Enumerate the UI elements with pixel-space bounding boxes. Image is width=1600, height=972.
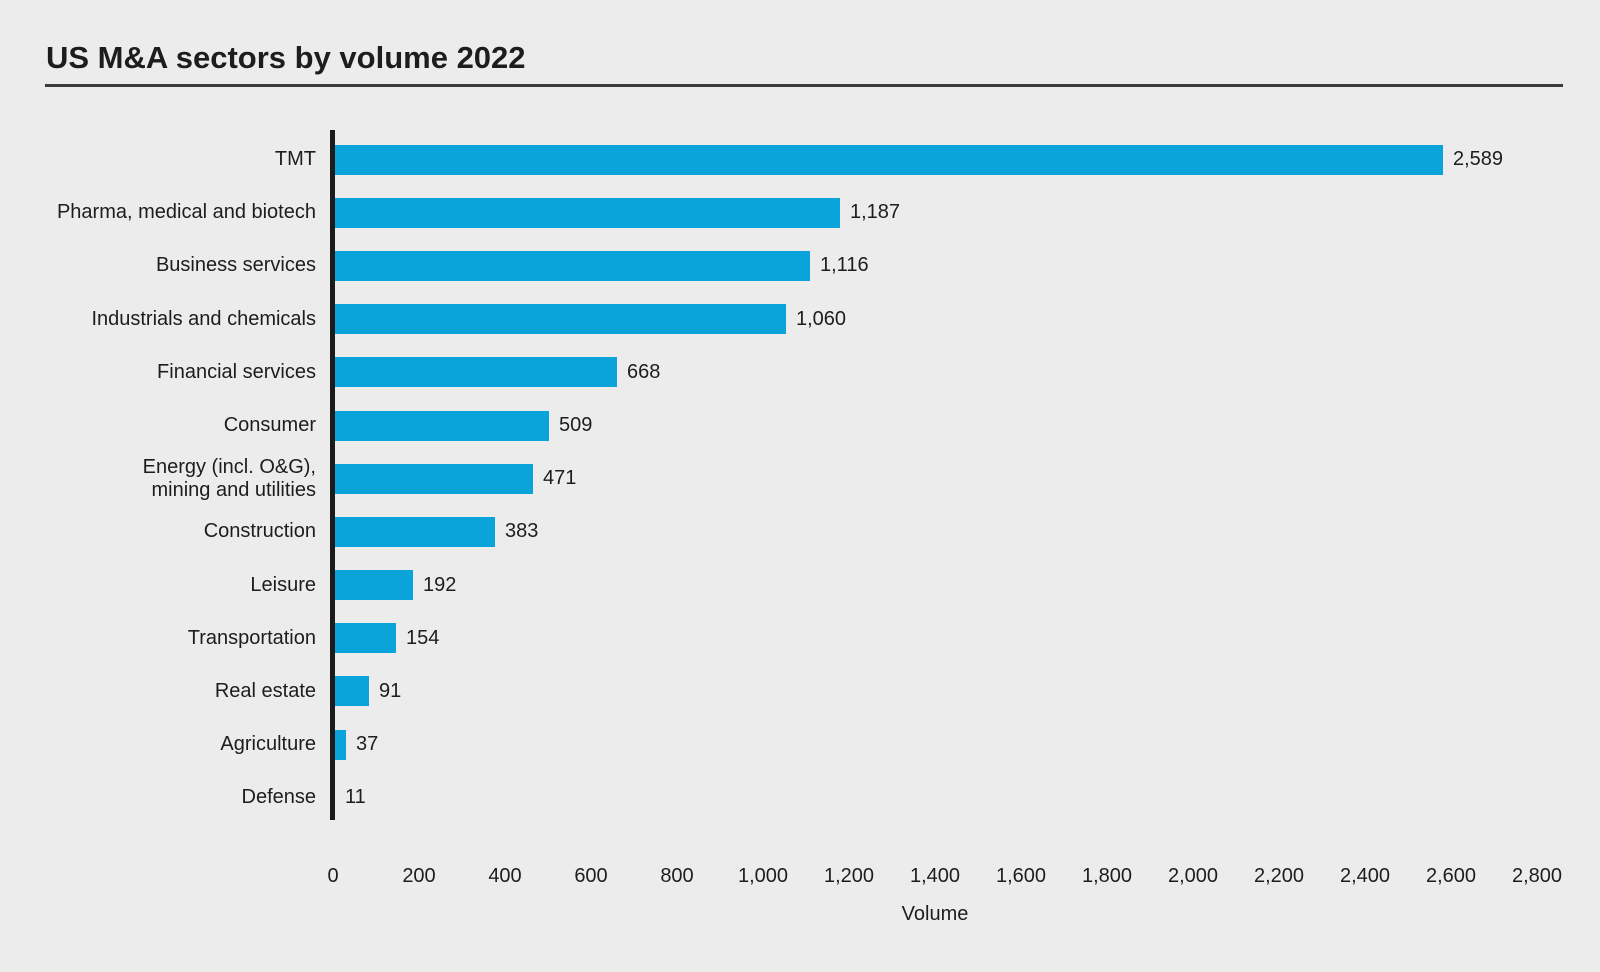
bar-row: Consumer 509 <box>0 399 1600 452</box>
bar-row: Energy (incl. O&G), mining and utilities… <box>0 452 1600 505</box>
category-label: Financial services <box>157 360 316 383</box>
x-tick-label: 2,000 <box>1167 865 1219 887</box>
title-rule <box>45 84 1563 87</box>
bar <box>333 197 840 228</box>
bar <box>333 623 396 654</box>
value-label: 91 <box>379 679 402 702</box>
value-label: 37 <box>356 733 379 756</box>
bar <box>333 676 369 707</box>
bar-area: 509 <box>330 399 1600 452</box>
bar <box>333 410 549 441</box>
bar-area: 471 <box>330 452 1600 505</box>
category-label: Energy (incl. O&G), mining and utilities <box>142 455 316 501</box>
x-axis-ticks: 0 200 400 600 800 1,000 1,200 1,400 1,600 1,800 2,… <box>0 864 1600 888</box>
bar <box>333 144 1443 175</box>
x-tick-label: 600 <box>574 865 608 887</box>
x-tick-label: 2,400 <box>1339 865 1391 887</box>
x-tick-label: 0 <box>327 865 339 887</box>
category-label: Defense <box>241 786 317 809</box>
bar-area: 383 <box>330 505 1600 558</box>
bar-area: 1,060 <box>330 293 1600 346</box>
value-label: 154 <box>406 626 440 649</box>
x-tick-label: 2,800 <box>1511 865 1563 887</box>
x-tick-label: 1,400 <box>909 865 961 887</box>
y-axis-line <box>330 130 335 820</box>
category-label: TMT <box>274 148 316 171</box>
bar <box>333 729 346 760</box>
value-label: 1,060 <box>796 307 847 330</box>
bar-row: Real estate 91 <box>0 665 1600 718</box>
bar-area: 154 <box>330 612 1600 665</box>
category-label: Real estate <box>214 679 316 702</box>
bar <box>333 463 533 494</box>
bar-area: 11 <box>330 771 1600 824</box>
value-label: 1,187 <box>850 201 901 224</box>
bar-row: Pharma, medical and biotech 1,187 <box>0 186 1600 239</box>
category-label: Pharma, medical and biotech <box>56 201 316 224</box>
bar-area: 1,116 <box>330 239 1600 292</box>
bar-row: Defense 11 <box>0 771 1600 824</box>
x-tick-label: 200 <box>402 865 436 887</box>
value-label: 383 <box>505 520 539 543</box>
bar-area: 668 <box>330 346 1600 399</box>
bar-row: Financial services 668 <box>0 346 1600 399</box>
bar-row: Leisure 192 <box>0 559 1600 612</box>
value-label: 2,589 <box>1453 148 1504 171</box>
bar-area: 91 <box>330 665 1600 718</box>
x-tick-label: 400 <box>488 865 522 887</box>
x-tick-label: 2,200 <box>1253 865 1305 887</box>
bar-area: 1,187 <box>330 186 1600 239</box>
x-tick-label: 1,000 <box>737 865 789 887</box>
bar <box>333 304 786 335</box>
bar-row: TMT 2,589 <box>0 133 1600 186</box>
bar-area: 2,589 <box>330 133 1600 186</box>
bar <box>333 516 495 547</box>
category-label: Industrials and chemicals <box>91 307 316 330</box>
bar-row: Agriculture 37 <box>0 718 1600 771</box>
bar <box>333 570 413 601</box>
x-tick-label: 800 <box>660 865 694 887</box>
x-tick-label: 1,200 <box>823 865 875 887</box>
x-tick-label: 1,800 <box>1081 865 1133 887</box>
category-label: Construction <box>203 520 316 543</box>
bar-area: 37 <box>330 718 1600 771</box>
bar-row: Business services 1,116 <box>0 239 1600 292</box>
value-label: 192 <box>423 573 457 596</box>
bar-row: Transportation 154 <box>0 612 1600 665</box>
x-tick-label: 2,600 <box>1425 865 1477 887</box>
chart-title: US M&A sectors by volume 2022 <box>46 40 526 75</box>
bar <box>333 250 810 281</box>
x-tick-label: 1,600 <box>995 865 1047 887</box>
category-label: Consumer <box>223 414 316 437</box>
category-label: Agriculture <box>220 733 316 756</box>
bar <box>333 357 617 388</box>
x-axis-label: Volume <box>901 903 969 925</box>
bar-rows: TMT 2,589 Pharma, medical and biotech 1,… <box>0 133 1600 824</box>
category-label: Business services <box>155 254 316 277</box>
bar-row: Industrials and chemicals 1,060 <box>0 293 1600 346</box>
category-label: Transportation <box>187 626 316 649</box>
value-label: 1,116 <box>820 254 869 277</box>
category-label: Leisure <box>250 573 316 596</box>
value-label: 509 <box>559 414 593 437</box>
value-label: 668 <box>627 360 661 383</box>
value-label: 471 <box>543 467 577 490</box>
value-label: 11 <box>345 786 366 809</box>
bar-area: 192 <box>330 559 1600 612</box>
bar-row: Construction 383 <box>0 505 1600 558</box>
